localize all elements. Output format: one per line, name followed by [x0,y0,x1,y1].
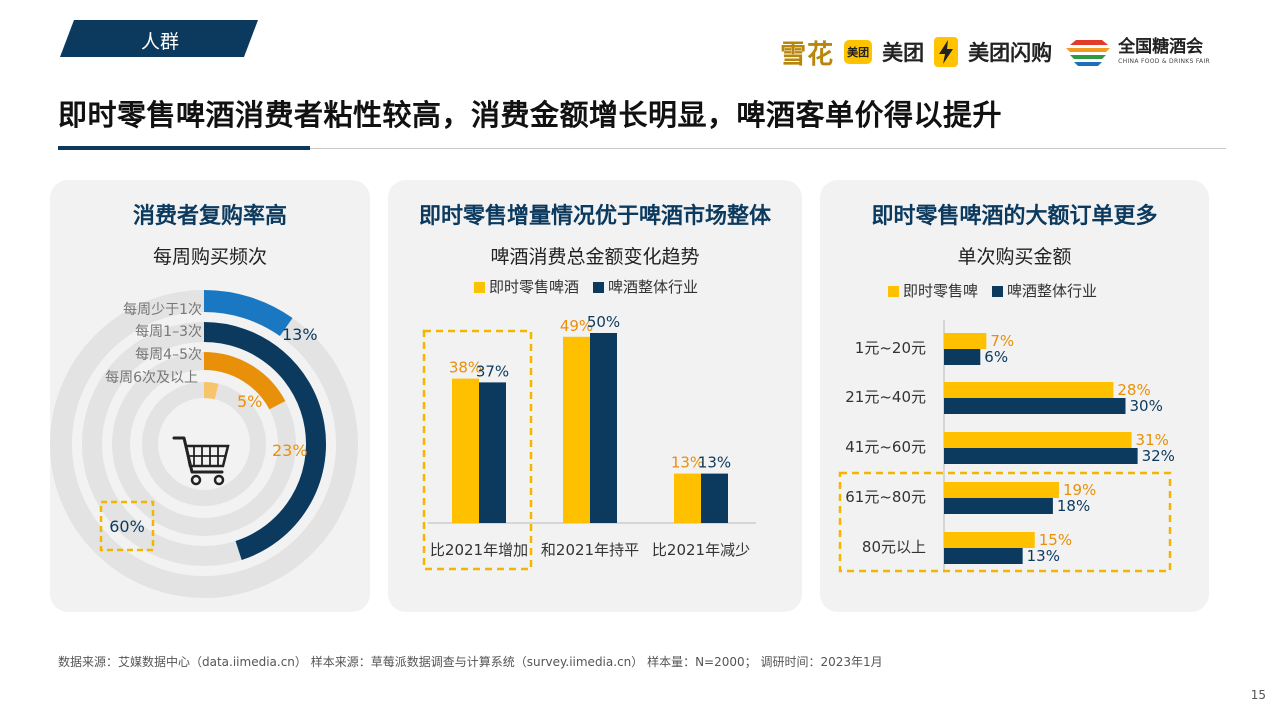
bar-value-label: 28% [1117,381,1150,399]
legend-item-industry: 啤酒整体行业 [992,280,1097,301]
bar [701,473,728,523]
radial-category-label: 每周6次及以上 [105,370,198,386]
legend-item-instant-retail: 即时零售啤酒 [474,276,579,297]
radial-value-label: 23% [272,441,308,460]
radial-category-label: 每周1–3次 [135,324,202,340]
page-title: 即时零售啤酒消费者粘性较高，消费金额增长明显，啤酒客单价得以提升 [58,98,1003,132]
bar-value-label: 19% [1063,481,1096,499]
cart-wheel [190,474,202,486]
bar [944,398,1126,414]
cart-basket [184,444,230,468]
category-label: 1元~20元 [855,339,926,357]
tangjiuhui-emblem-icon [1066,40,1111,66]
bar [479,382,506,523]
order-size-bar-chart: 1元~20元 7%6% 21元~40元 28%30% 41元~60元 31%32% 61元~… [838,320,1175,573]
spending-trend-legend: 即时零售啤酒 啤酒整体行业 [474,276,698,297]
bar [563,336,590,523]
radial-category-label: 每周4–5次 [135,347,202,363]
panel-order-size-subtitle: 单次购买金额 [957,246,1072,268]
legend-label: 啤酒整体行业 [1007,282,1098,300]
page-number: 15 [1250,688,1266,702]
legend-swatch-yellow [888,286,899,297]
bar-value-label: 50% [587,313,620,331]
bar-value-label: 38% [449,359,482,377]
bar [944,382,1114,398]
bar-value-label: 7% [990,332,1014,350]
radial-bar-2 [203,322,326,561]
section-tag-label: 人群 [140,31,179,53]
bar [944,498,1053,514]
tangjiuhui-logo: 全国糖酒会 CHINA FOOD & DRINKS FAIR [1062,36,1210,68]
bar-value-label: 13% [671,454,704,472]
bar [944,432,1132,448]
radial-bar-1 [203,290,293,337]
bar-value-label: 15% [1039,531,1072,549]
bar-value-label: 30% [1130,397,1163,415]
legend-label: 即时零售啤 [903,282,979,300]
panel-repurchase-subtitle: 每周购买频次 [152,246,267,268]
legend-swatch-yellow [474,282,485,293]
highlight-box [838,471,1172,573]
order-size-legend: 即时零售啤 啤酒整体行业 [888,280,1097,301]
meituan-logo-text: 美团 [882,41,925,65]
category-label: 和2021年持平 [541,541,639,559]
title-divider-accent [58,146,310,150]
category-label: 比2021年减少 [652,541,750,559]
shopping-cart-icon [172,436,230,486]
panel-order-size-title: 即时零售啤酒的大额订单更多 [871,204,1158,229]
bar-value-label: 13% [698,454,731,472]
highlight-box [99,500,155,552]
section-tag-shape [60,20,258,57]
partner-logos: 雪花 美团 美团 美团闪购 全国糖酒会 CHINA FOOD & DRINKS … [780,34,1210,70]
radial-bar-4 [203,381,219,400]
bar [944,448,1138,464]
title-divider [58,148,1226,149]
bar [944,349,981,365]
radial-bar-3 [203,352,286,410]
category-label: 41元~60元 [845,438,926,456]
legend-item-industry: 啤酒整体行业 [593,276,698,297]
highlight-box [422,329,533,571]
legend-swatch-navy [992,286,1004,297]
legend-item-instant-retail: 即时零售啤 [888,280,978,301]
category-label: 80元以上 [862,538,926,556]
radial-value-label: 13% [282,325,318,344]
tangjiuhui-logo-subtext: CHINA FOOD & DRINKS FAIR [1118,58,1210,65]
meituan-logo-box: 美团 [844,40,873,64]
bar [674,473,701,523]
tangjiuhui-logo-text: 全国糖酒会 [1118,37,1204,57]
bar [590,333,617,523]
meituan-shangou-logo-text: 美团闪购 [968,41,1053,65]
bar-value-label: 49% [560,317,593,335]
legend-label: 啤酒整体行业 [608,278,699,296]
bar [944,532,1035,548]
category-label: 比2021年增加 [430,541,528,559]
category-label: 61元~80元 [845,488,926,506]
data-source-note: 数据来源：艾媒数据中心（data.iimedia.cn） 样本来源：草莓派数据调… [58,655,883,669]
radial-value-label: 60% [109,517,145,536]
bar [452,378,479,523]
panel-spending-trend-subtitle: 啤酒消费总金额变化趋势 [490,246,700,268]
bar-value-label: 32% [1142,447,1175,465]
legend-swatch-navy [593,282,605,293]
bar-value-label: 31% [1136,431,1169,449]
spending-trend-bar-chart: 38%37% 比2021年增加 49%50% 和2021年持平 13%13% 比2021年… [422,313,756,571]
legend-label: 即时零售啤酒 [489,278,580,296]
bar [944,333,987,349]
panel-repurchase-title: 消费者复购率高 [132,204,287,229]
radial-value-label: 5% [237,392,262,411]
bar-value-label: 6% [984,348,1008,366]
lightning-icon [934,37,959,67]
bar [944,548,1023,564]
panel-spending-trend-title: 即时零售增量情况优于啤酒市场整体 [418,204,771,229]
radial-category-label: 每周少于1次 [123,302,202,318]
category-label: 21元~40元 [845,388,926,406]
xuehua-logo: 雪花 [780,39,835,70]
bar-value-label: 13% [1027,547,1060,565]
cart-wheel [213,474,225,486]
bar-value-label: 18% [1057,497,1090,515]
bar-value-label: 37% [476,362,509,380]
bar [944,482,1059,498]
